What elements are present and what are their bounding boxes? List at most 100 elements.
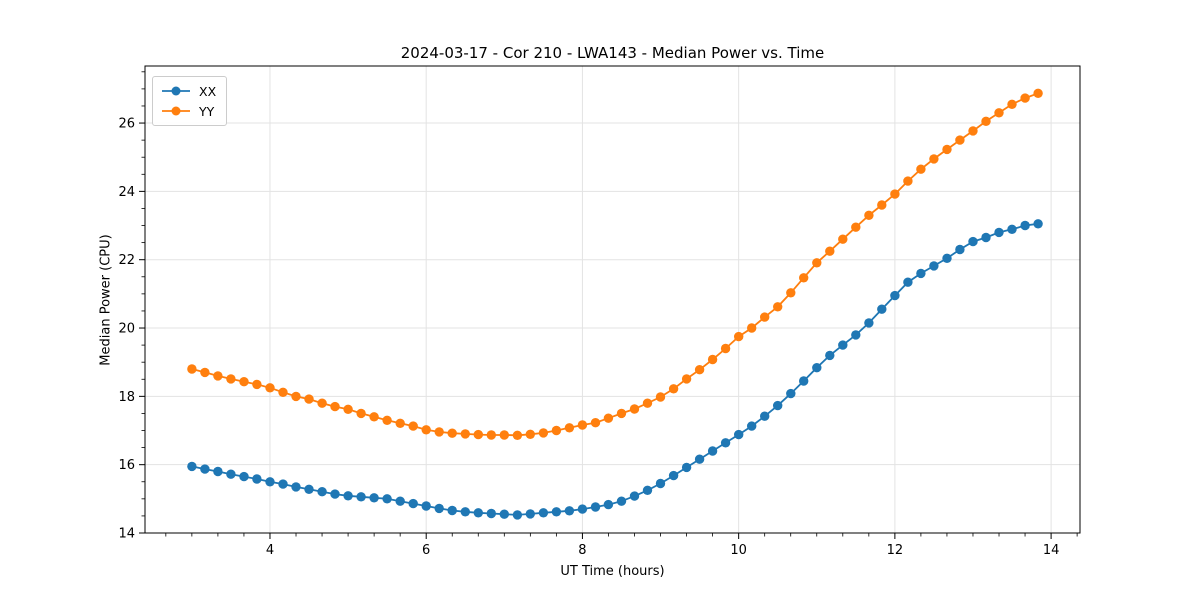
series-yy-marker [369,412,379,422]
series-xx-marker [968,236,978,247]
series-yy-marker [408,421,418,431]
series-xx-marker [1020,220,1030,231]
series-yy-marker [773,302,783,312]
series-xx-marker [1033,219,1043,229]
series-yy-marker [590,418,601,428]
series-yy-marker [642,398,653,408]
series-yy-marker [1020,93,1030,103]
series-xx-marker [590,502,601,512]
legend-item-label: XX [199,83,217,99]
legend-item-label: YY [199,103,215,119]
series-xx-marker [226,469,236,479]
series-xx-marker [395,496,405,506]
series-yy-marker [538,428,549,438]
series-yy-marker [812,258,822,268]
series-xx-marker [434,503,444,514]
series-yy-marker [460,429,470,439]
series-xx-marker [955,244,965,255]
series-yy-marker [851,222,861,232]
series-xx-marker [694,454,705,464]
series-yy-line [191,92,1039,437]
series-yy-marker [955,135,965,145]
x-tick-label: 4 [266,543,274,558]
series-xx-marker [760,411,770,421]
series-xx-marker [304,484,314,494]
series-yy-marker [304,394,314,404]
series-yy-marker [720,343,731,354]
series-xx-marker [382,494,392,504]
series-xx-marker [213,466,223,477]
series-yy-marker [226,374,236,384]
series-yy-marker [473,429,483,440]
series-yy-marker [187,364,197,374]
series-xx-marker [408,498,418,509]
y-tick-label: 24 [118,185,135,200]
x-tick-label: 6 [422,543,430,558]
series-xx-marker [200,464,210,474]
series-yy-marker [447,428,457,438]
series-yy-marker [890,189,900,199]
series-yy-marker [564,423,575,433]
series-yy-marker [382,415,392,425]
x-axis-label: UT Time (hours) [560,564,665,579]
series-yy-marker [239,377,249,387]
chart-title: 2024-03-17 - Cor 210 - LWA143 - Median P… [400,44,825,62]
series-yy-marker [655,392,666,402]
series-xx-marker [994,227,1004,238]
series-xx-marker [720,438,731,448]
legend-item: YY [160,101,216,121]
x-tick-label: 10 [730,543,747,558]
series-xx-marker [734,429,744,440]
series-xx-marker [447,505,457,516]
series-xx-marker [187,461,197,472]
series-yy-marker [916,164,926,174]
series-yy-marker [330,401,340,412]
legend: XX YY [152,76,228,126]
series-xx-marker [707,446,718,456]
series-xx-marker [551,507,562,517]
series-xx-marker [864,318,874,328]
series-xx-marker [799,376,809,386]
y-tick-label: 14 [118,527,135,542]
series-xx-marker [681,462,692,473]
series-yy-marker [577,420,588,430]
series-yy-marker [278,387,288,397]
series-xx-marker [903,277,913,287]
series-yy-marker [968,126,978,136]
series-xx-marker [812,363,822,373]
series-yy-marker [525,429,535,439]
series-xx-marker [252,474,262,484]
series-yy-marker [395,418,405,428]
series-xx-marker [265,477,275,487]
legend-item: XX [160,81,216,101]
series-yy-marker [786,288,796,298]
y-tick-label: 18 [118,390,135,405]
series-xx-marker [343,491,353,501]
series-xx-marker [825,350,835,361]
series-xx-marker [460,507,470,517]
series-xx-marker [278,479,288,489]
series-xx-marker [577,504,588,514]
series-xx-marker [239,471,249,482]
series-xx-marker [317,487,327,497]
series-xx-marker [838,340,848,350]
series-xx-marker [616,496,627,506]
series-yy-marker [981,116,991,127]
series-xx-marker [786,388,796,399]
series-yy-marker [1033,88,1043,99]
series-yy-marker [434,427,444,437]
series-xx-marker [538,508,549,518]
series-xx-marker [512,510,523,520]
y-tick-label: 22 [118,253,135,268]
series-yy-marker [213,371,223,381]
series-yy-marker [707,354,718,365]
series-xx-marker [525,509,535,519]
legend-swatch [162,86,190,96]
series-xx-marker [851,330,861,340]
series-yy-marker [942,144,952,155]
x-tick-label: 12 [887,543,904,558]
y-tick-label: 16 [118,458,135,473]
series-xx-marker [747,421,757,431]
series-yy-marker [551,425,562,436]
